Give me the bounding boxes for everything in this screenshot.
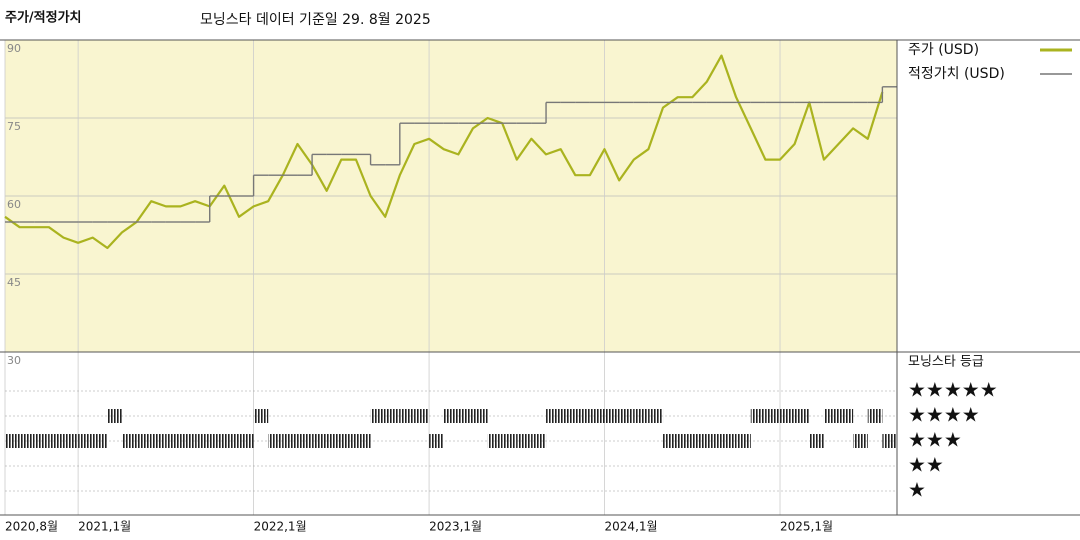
rating-bar — [209, 434, 225, 448]
rating-bar — [224, 434, 239, 448]
rating-bar — [370, 409, 386, 423]
x-tick-label: 2025,1월 — [780, 520, 833, 534]
rating-bar — [326, 434, 342, 448]
rating-bar — [268, 434, 283, 448]
rating-bar — [575, 409, 590, 423]
rating-bar — [472, 409, 488, 423]
rating-bar — [502, 434, 517, 448]
chart-subtitle: 모닝스타 데이터 기준일 29. 8월 2025 — [200, 12, 431, 28]
x-tick-label: 2021,1월 — [78, 520, 131, 534]
y-tick-label: 30 — [7, 354, 21, 367]
rating-bar — [195, 434, 210, 448]
rating-bar — [487, 434, 503, 448]
rating-bar — [414, 409, 430, 423]
rating-bar — [516, 434, 532, 448]
rating-bar — [180, 434, 196, 448]
rating-bar — [619, 409, 634, 423]
rating-level-label: ★★ — [908, 453, 944, 477]
rating-bar — [297, 434, 313, 448]
x-tick-label: 2020,8월 — [5, 520, 58, 534]
rating-bar — [92, 434, 108, 448]
legend-label: 주가 (USD) — [908, 42, 979, 58]
y-tick-label: 90 — [7, 42, 21, 55]
rating-bar — [34, 434, 49, 448]
y-tick-label: 45 — [7, 276, 21, 289]
rating-bar — [546, 409, 561, 423]
rating-bar — [589, 409, 605, 423]
y-tick-label: 75 — [7, 120, 21, 133]
rating-bar — [121, 434, 137, 448]
rating-bar — [385, 409, 400, 423]
rating-bar — [765, 409, 781, 423]
rating-level-label: ★★★★ — [908, 403, 980, 427]
rating-bar — [312, 434, 327, 448]
rating-bar — [736, 434, 751, 448]
rating-bar — [823, 409, 839, 423]
rating-bar — [458, 409, 473, 423]
rating-bar — [19, 434, 35, 448]
rating-bar — [5, 434, 20, 448]
rating-bar — [136, 434, 152, 448]
x-tick-label: 2023,1월 — [429, 520, 482, 534]
rating-bar — [531, 434, 547, 448]
rating-level-label: ★★★ — [908, 428, 962, 452]
rating-bar — [560, 409, 576, 423]
rating-bar — [794, 409, 810, 423]
legend-label: 적정가치 (USD) — [908, 66, 1005, 82]
chart-title: 주가/적정가치 — [5, 10, 82, 26]
rating-bar — [663, 434, 678, 448]
rating-bar — [63, 434, 79, 448]
rating-bar — [78, 434, 93, 448]
rating-bar — [809, 434, 824, 448]
x-tick-label: 2024,1월 — [605, 520, 658, 534]
rating-bar — [750, 409, 766, 423]
rating-bar — [107, 409, 122, 423]
rating-bar — [238, 434, 254, 448]
rating-bar — [706, 434, 722, 448]
rating-bar — [341, 434, 356, 448]
rating-bar — [355, 434, 371, 448]
rating-level-label: ★★★★★ — [908, 378, 998, 402]
y-tick-label: 60 — [7, 198, 21, 211]
rating-bar — [48, 434, 64, 448]
rating-bar — [282, 434, 298, 448]
rating-bar — [151, 434, 166, 448]
x-tick-label: 2022,1월 — [254, 520, 307, 534]
rating-bar — [692, 434, 707, 448]
rating-bar — [838, 409, 854, 423]
rating-bar — [165, 434, 181, 448]
rating-bar — [677, 434, 693, 448]
price-line — [4, 54, 884, 250]
rating-bar — [253, 409, 269, 423]
rating-bar — [429, 434, 444, 448]
rating-bar — [443, 409, 459, 423]
rating-bar — [721, 434, 737, 448]
rating-bar — [648, 409, 664, 423]
rating-title: 모닝스타 등급 — [908, 355, 984, 370]
rating-level-label: ★ — [908, 478, 926, 502]
rating-bar — [399, 409, 415, 423]
rating-bar — [604, 409, 620, 423]
rating-bar — [882, 434, 897, 448]
rating-bar — [780, 409, 795, 423]
rating-bar — [633, 409, 649, 423]
rating-bar — [867, 409, 883, 423]
rating-bar — [853, 434, 868, 448]
